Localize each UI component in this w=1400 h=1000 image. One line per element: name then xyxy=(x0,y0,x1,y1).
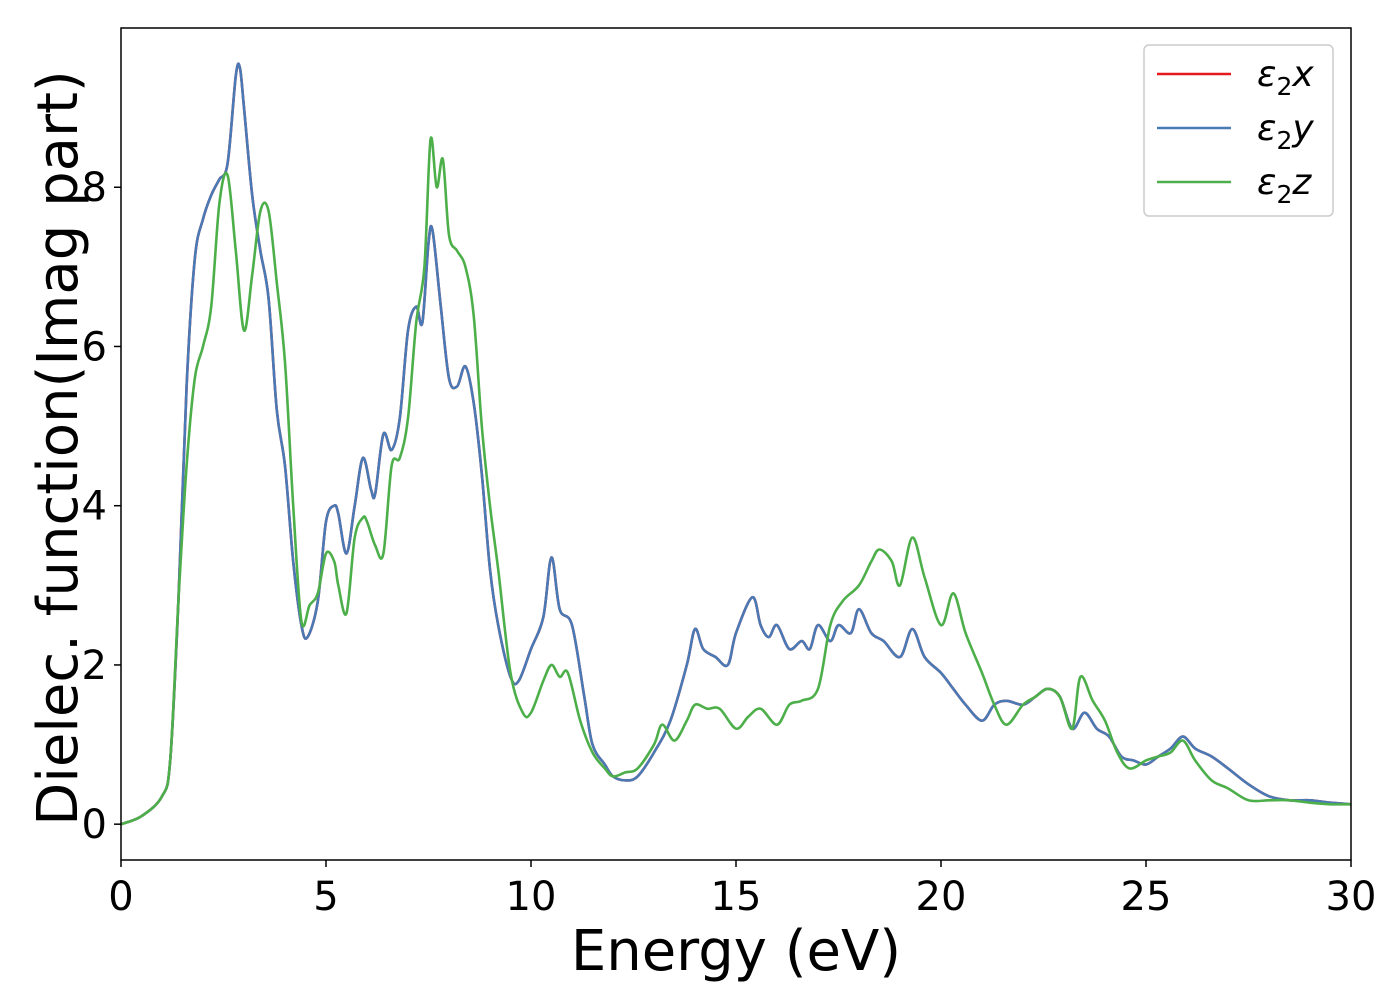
x-axis-ticks: 0 5 10 15 20 25 30 xyxy=(108,860,1376,920)
legend-label-z: ε2z xyxy=(1257,162,1312,209)
y-axis-ticks: 0 2 4 6 8 xyxy=(82,165,121,848)
y-tick-label: 4 xyxy=(82,484,107,530)
x-tick-label: 20 xyxy=(916,874,967,920)
y-tick-label: 8 xyxy=(82,165,107,211)
y-axis-label: Dielec. function(Imag part) xyxy=(26,70,91,826)
legend: ε2x ε2y ε2z xyxy=(1143,44,1334,217)
series-lines xyxy=(121,62,1351,826)
legend-box xyxy=(1143,44,1334,217)
x-tick-label: 5 xyxy=(313,874,338,920)
x-tick-label: 0 xyxy=(108,874,133,920)
legend-label-x: ε2x xyxy=(1257,54,1314,101)
y-tick-label: 2 xyxy=(82,643,107,689)
x-tick-label: 15 xyxy=(711,874,762,920)
x-tick-label: 25 xyxy=(1121,874,1172,920)
y-tick-label: 6 xyxy=(82,324,107,370)
series-line-z xyxy=(121,136,1351,826)
y-tick-label: 0 xyxy=(82,802,107,848)
x-tick-label: 10 xyxy=(506,874,557,920)
x-axis-label: Energy (eV) xyxy=(571,919,901,984)
legend-label-y: ε2y xyxy=(1257,108,1314,155)
x-tick-label: 30 xyxy=(1326,874,1377,920)
